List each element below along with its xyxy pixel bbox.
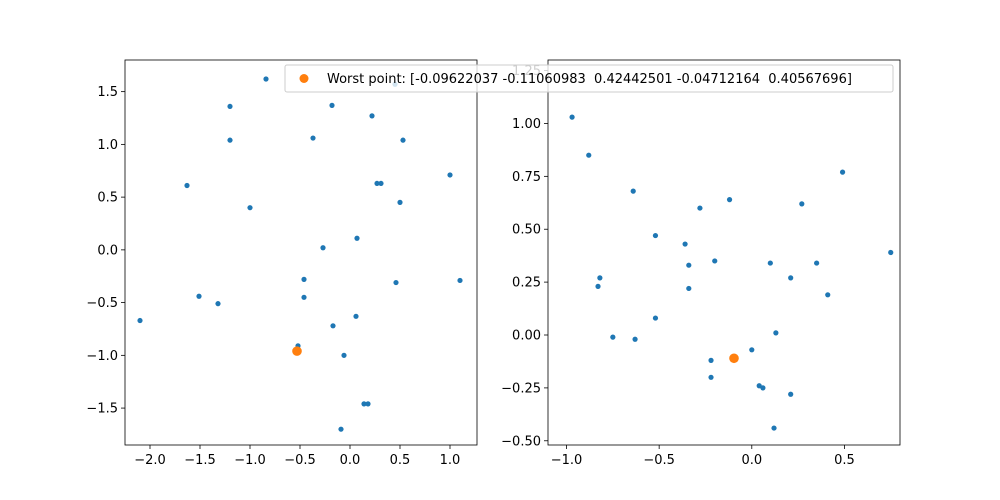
data-point [610,334,616,340]
x-tick-label: 1.0 [440,453,461,468]
y-tick-label: 1.00 [512,117,541,132]
y-tick-label: −0.50 [501,434,541,449]
y-tick-label: 0.75 [512,170,541,185]
x-tick-label: −1.0 [234,453,266,468]
data-point [632,336,638,342]
data-point [630,188,636,194]
data-point [814,260,820,266]
y-tick-label: 0.00 [512,329,541,344]
data-point [708,374,714,380]
data-point [652,232,659,239]
data-point [369,113,375,119]
data-point [227,103,233,110]
plot-frame [547,59,901,446]
y-tick-label: 0.5 [97,191,118,206]
data-point [137,317,143,324]
data-point [597,275,603,281]
data-point [400,137,406,143]
data-point [353,313,359,319]
data-point [301,294,307,300]
legend-box [284,64,894,93]
data-point [320,245,326,251]
data-point [301,276,307,282]
data-point [361,401,367,407]
data-point [888,249,894,256]
data-point [569,114,575,120]
y-tick-label: −0.25 [501,381,541,396]
y-tick-label: 1.0 [97,138,118,153]
data-point [329,102,335,108]
data-point [686,262,692,268]
data-point [708,357,714,363]
data-point [215,301,221,307]
y-tick-label: −0.5 [86,296,118,311]
data-point [697,205,703,211]
data-point [767,260,773,266]
data-point [652,315,659,321]
data-point [788,391,794,397]
y-tick-label: −1.0 [86,349,118,364]
y-tick-label: −1.5 [86,402,118,417]
data-point [338,426,344,432]
worst-point-marker [729,353,739,364]
data-point [196,293,202,299]
data-point [341,352,347,358]
data-point [788,275,794,281]
x-tick-label: −1.5 [184,453,216,468]
y-tick-label: 0.25 [512,276,541,291]
data-point [227,137,233,143]
data-point [457,277,463,284]
data-point [374,180,380,187]
legend-marker [299,74,309,83]
legend-label: Worst point: [-0.09622037 -0.11060983 0.… [327,72,852,87]
x-tick-label: −2.0 [134,453,166,468]
plot-frame [124,59,478,446]
data-point [760,385,766,391]
data-point [771,425,777,431]
right-scatter-plot: −1.0 −0.5 0.0 0.5 −0.50 −0.25 0.00 0.25 0.50 0.75… [501,59,901,468]
x-tick-label: −0.5 [643,453,675,468]
x-tick-label: −1.0 [551,453,583,468]
legend: Worst point: [-0.09622037 -0.11060983 0.… [284,64,894,93]
y-tick-label: 0.0 [97,243,118,258]
data-point [712,258,718,264]
data-point [726,197,733,203]
x-tick-label: 0.5 [390,453,411,468]
data-point [247,205,253,211]
data-point [393,279,399,286]
x-tick-label: 0.5 [834,453,855,468]
worst-point-marker [292,346,302,356]
data-point [330,323,336,329]
left-scatter-plot: −2.0 −1.5 −1.0 −0.5 0.0 0.5 1.0 −1.5 −1.0 −0.5 0.0… [86,59,478,468]
data-point [354,235,360,241]
x-tick-label: 0.0 [340,453,361,468]
data-point [365,401,371,407]
data-point [799,201,805,207]
data-point [682,241,688,247]
data-point [586,152,592,158]
data-point [773,330,779,336]
x-tick-label: 0.0 [741,453,762,468]
x-tick-label: −0.5 [284,453,316,468]
data-point [686,285,692,292]
data-point [378,180,384,187]
data-point [263,76,269,82]
data-point [184,182,190,189]
y-tick-label: 0.50 [512,223,541,238]
data-point [447,172,453,178]
data-point [310,135,316,141]
y-tick-label: 1.5 [97,85,118,100]
data-point [397,199,403,205]
data-point [749,347,755,353]
data-point [825,292,831,298]
data-point [839,169,846,175]
data-point [595,283,601,289]
